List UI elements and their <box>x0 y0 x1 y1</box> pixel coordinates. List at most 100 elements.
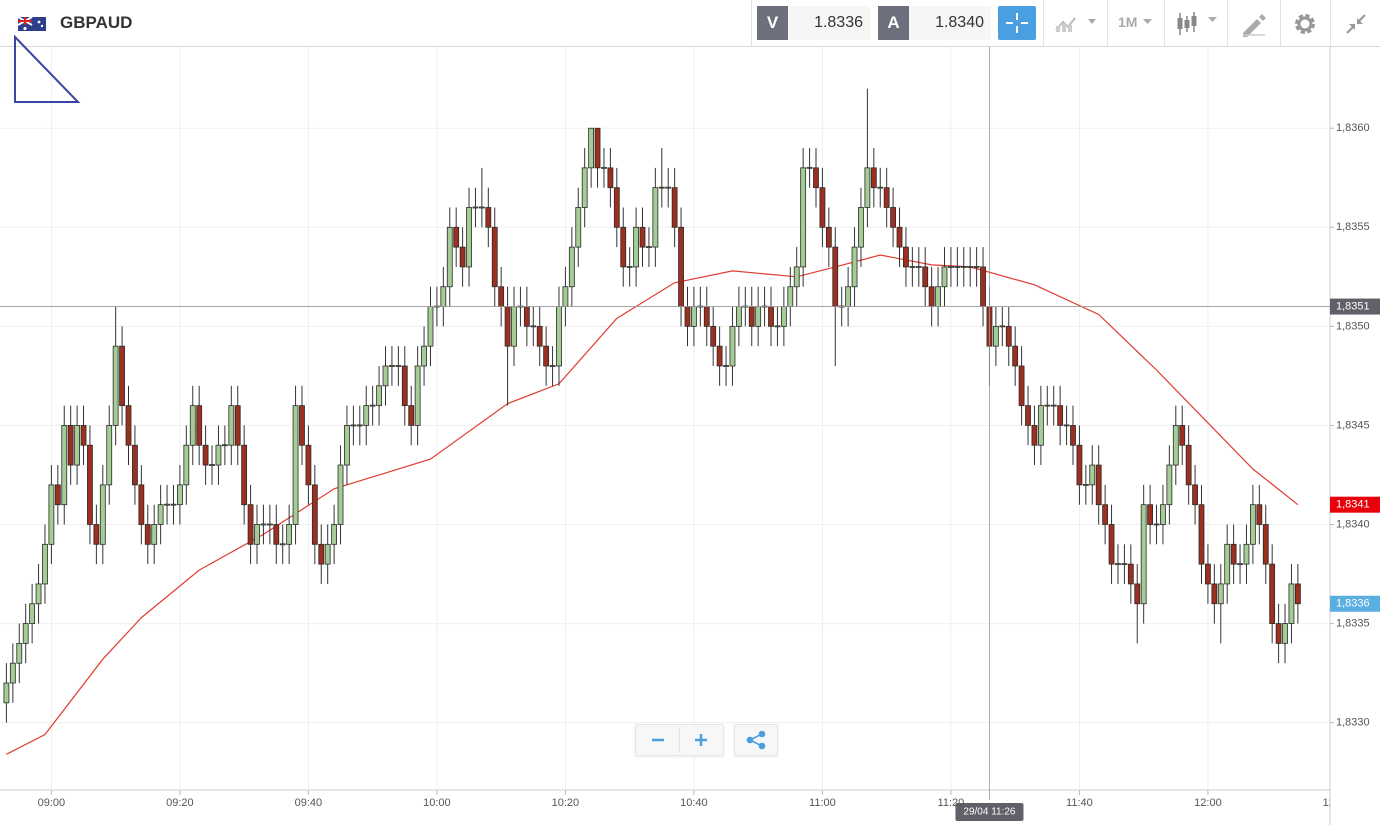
x-tick-label: 11:20 <box>938 797 965 809</box>
candle-body <box>99 484 106 545</box>
candle-body <box>177 484 183 506</box>
price-tag-label: 1,8336 <box>1336 598 1370 610</box>
collapse-button[interactable] <box>1343 11 1369 37</box>
candle-body <box>1089 464 1096 486</box>
crosshair-price-label: 1,8351 <box>1336 300 1370 312</box>
x-tick-label: 09:20 <box>166 797 194 809</box>
candle-body <box>466 207 472 268</box>
candle-body <box>549 365 556 367</box>
buy-button[interactable]: A <box>878 6 909 40</box>
candle-body <box>710 325 717 347</box>
candle-body <box>106 425 113 486</box>
candle-body <box>1050 404 1057 407</box>
candle-body <box>787 286 794 307</box>
candle-body <box>543 345 550 367</box>
candle-body <box>389 365 395 367</box>
candle-body <box>1185 444 1192 486</box>
candle-body <box>164 503 170 506</box>
candle-body <box>144 524 151 545</box>
candle-body <box>1198 504 1205 565</box>
x-tick-label: 12:00 <box>1194 797 1222 809</box>
candle-body <box>813 167 819 189</box>
candle-body <box>568 246 575 288</box>
zoom-controls <box>635 724 724 756</box>
candle-body <box>241 444 248 506</box>
overlay-layer: 1,8330 1,8335 1,8340 1,8345 1,8350 1,8355 1,83… <box>955 122 1380 821</box>
drawing-tools-button[interactable] <box>1240 11 1268 37</box>
drawn-triangle[interactable] <box>14 34 81 103</box>
candle-body <box>1082 483 1089 486</box>
candle-body <box>3 682 10 704</box>
candle-body <box>780 306 787 327</box>
candle-body <box>112 345 119 426</box>
candle-body <box>800 167 807 268</box>
y-tick-label: 1,8335 <box>1336 617 1370 629</box>
candle-body <box>331 524 338 545</box>
candle-type-button[interactable] <box>1174 10 1222 38</box>
y-tick-label: 1,8340 <box>1336 518 1370 530</box>
candle-body <box>189 405 196 446</box>
candle-body <box>1147 504 1153 525</box>
candle-body <box>1108 524 1115 565</box>
candle-body <box>337 464 344 525</box>
candle-body <box>421 345 427 367</box>
x-tick-label: 10:40 <box>680 797 708 809</box>
candle-body <box>196 405 203 446</box>
candle-body <box>960 266 967 268</box>
candle-body <box>254 524 260 545</box>
candle-body <box>890 207 896 228</box>
candle-body <box>446 226 453 288</box>
moving-average-line <box>6 254 1299 755</box>
candle-body <box>633 226 639 268</box>
candle-body <box>858 207 864 248</box>
candle-body <box>376 385 382 407</box>
candle-body <box>369 404 376 407</box>
candle-body <box>1256 504 1263 525</box>
candle-body <box>980 266 986 307</box>
x-tick-label: 11:40 <box>1066 797 1093 809</box>
candle-body <box>626 266 633 268</box>
candle-body <box>620 226 627 268</box>
symbol: GBPAUD <box>60 13 133 32</box>
candle-body <box>825 226 832 248</box>
candle-body <box>613 187 620 228</box>
candle-body <box>1205 563 1211 585</box>
chart-type-button[interactable] <box>1052 10 1102 36</box>
candle-body <box>61 425 68 506</box>
crosshair-price-tag <box>1330 298 1380 315</box>
candle-body <box>735 306 742 327</box>
candle-body <box>511 306 517 347</box>
x-tick-label: 09:40 <box>295 797 323 809</box>
candle-body <box>350 424 357 427</box>
timeframe-button[interactable]: 1M <box>1118 14 1138 30</box>
y-tick-label: 1,8345 <box>1336 419 1370 431</box>
settings-button[interactable] <box>1292 11 1318 37</box>
candle-body <box>684 306 691 327</box>
price-tag <box>1330 496 1380 513</box>
candle-body <box>1044 404 1051 407</box>
candle-body <box>260 523 267 526</box>
drawing-layer <box>14 34 81 103</box>
candle-body <box>1217 583 1224 605</box>
candle-body <box>1288 583 1295 624</box>
candle-body <box>1275 623 1282 644</box>
candle-body <box>1166 464 1173 506</box>
sell-button[interactable]: V <box>757 6 788 40</box>
plot-area <box>0 47 1330 800</box>
zoom-in-button[interactable] <box>695 734 707 746</box>
candle-body <box>1294 583 1301 605</box>
candle-body <box>221 444 228 447</box>
candle-body <box>48 484 55 545</box>
candle-body <box>1076 444 1083 486</box>
candle-body <box>209 464 215 466</box>
candle-body <box>870 167 877 189</box>
x-tick-label: 11:00 <box>809 797 836 809</box>
share-button[interactable] <box>734 724 778 756</box>
candle-body <box>536 325 543 347</box>
candle-body <box>234 405 241 446</box>
candle-body <box>1012 345 1019 367</box>
crosshair-button[interactable] <box>998 6 1036 40</box>
candle-body <box>1115 563 1121 566</box>
candle-body <box>523 306 530 327</box>
